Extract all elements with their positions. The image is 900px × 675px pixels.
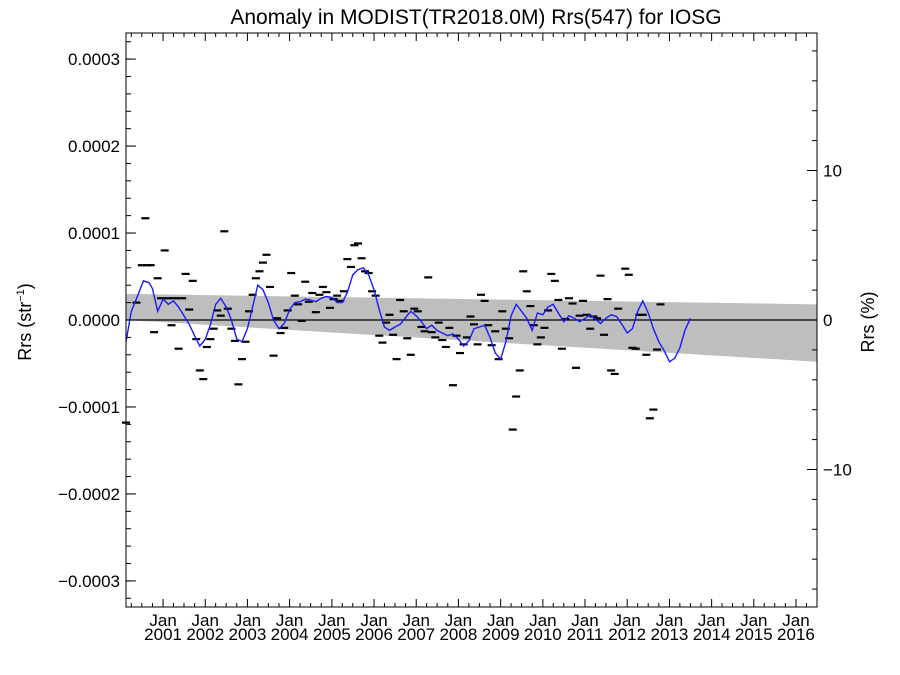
y-tick-label: 0.0002 [68, 137, 120, 156]
y-tick-label: 0.0003 [68, 50, 120, 69]
x-tick-label-year: 2003 [229, 625, 267, 644]
x-tick-label-year: 2006 [355, 625, 393, 644]
smoothed-series-line [125, 266, 692, 363]
y-tick-label: 0.0000 [68, 311, 120, 330]
y2-tick-label: 10 [823, 162, 842, 181]
tick-labels: 0.0003 0.0002 0.0001 0.0000 −0.0001 −0.0002 −0… [58, 50, 852, 644]
x-tick-label-month: Jan [571, 611, 598, 630]
x-tick-label-year: 2009 [482, 625, 520, 644]
y-tick-label: −0.0002 [58, 485, 120, 504]
uncertainty-band [126, 293, 817, 362]
x-tick-label-month: Jan [445, 611, 472, 630]
x-tick-label-month: Jan [529, 611, 556, 630]
x-tick-label-year: 2015 [735, 625, 773, 644]
x-tick-label-month: Jan [698, 611, 725, 630]
y2-tick-label: −10 [823, 460, 852, 479]
y-axis-label-superscript: −1 [15, 289, 27, 302]
x-tick-label-year: 2005 [313, 625, 351, 644]
chart-title: Anomaly in MODIST(TR2018.0M) Rrs(547) fo… [230, 6, 721, 29]
x-tick-label-year: 2011 [567, 625, 604, 644]
x-tick-label-month: Jan [234, 611, 261, 630]
x-tick-label-year: 2014 [693, 625, 731, 644]
x-tick-label-month: Jan [656, 611, 683, 630]
x-tick-label-year: 2013 [651, 625, 689, 644]
y-tick-label: −0.0001 [58, 398, 120, 417]
y-axis-label: Rrs (str−1) [15, 283, 35, 361]
y2-axis-label: Rrs (%) [858, 292, 878, 353]
y-tick-label: −0.0003 [58, 572, 120, 591]
x-tick-label-year: 2004 [271, 625, 309, 644]
x-tick-label-year: 2010 [524, 625, 562, 644]
x-tick-label-month: Jan [192, 611, 219, 630]
x-tick-label-year: 2007 [397, 625, 435, 644]
x-tick-label-month: Jan [276, 611, 303, 630]
x-tick-label-year: 2002 [186, 625, 224, 644]
axes [125, 32, 818, 608]
plot-area [122, 217, 817, 431]
x-tick-label-year: 2012 [608, 625, 646, 644]
y2-tick-label: 0 [823, 311, 832, 330]
x-tick-label-year: 2001 [144, 625, 182, 644]
x-tick-label-year: 2008 [439, 625, 477, 644]
x-tick-label-month: Jan [782, 611, 809, 630]
x-tick-label-year: 2016 [777, 625, 815, 644]
x-tick-label-month: Jan [613, 611, 640, 630]
x-tick-label-month: Jan [740, 611, 767, 630]
x-tick-label-month: Jan [318, 611, 345, 630]
x-tick-label-month: Jan [403, 611, 430, 630]
y-tick-label: 0.0001 [68, 224, 120, 243]
x-tick-label-month: Jan [149, 611, 176, 630]
x-tick-label-month: Jan [487, 611, 514, 630]
y-axis-label-close: ) [15, 283, 35, 289]
x-tick-label-month: Jan [360, 611, 387, 630]
